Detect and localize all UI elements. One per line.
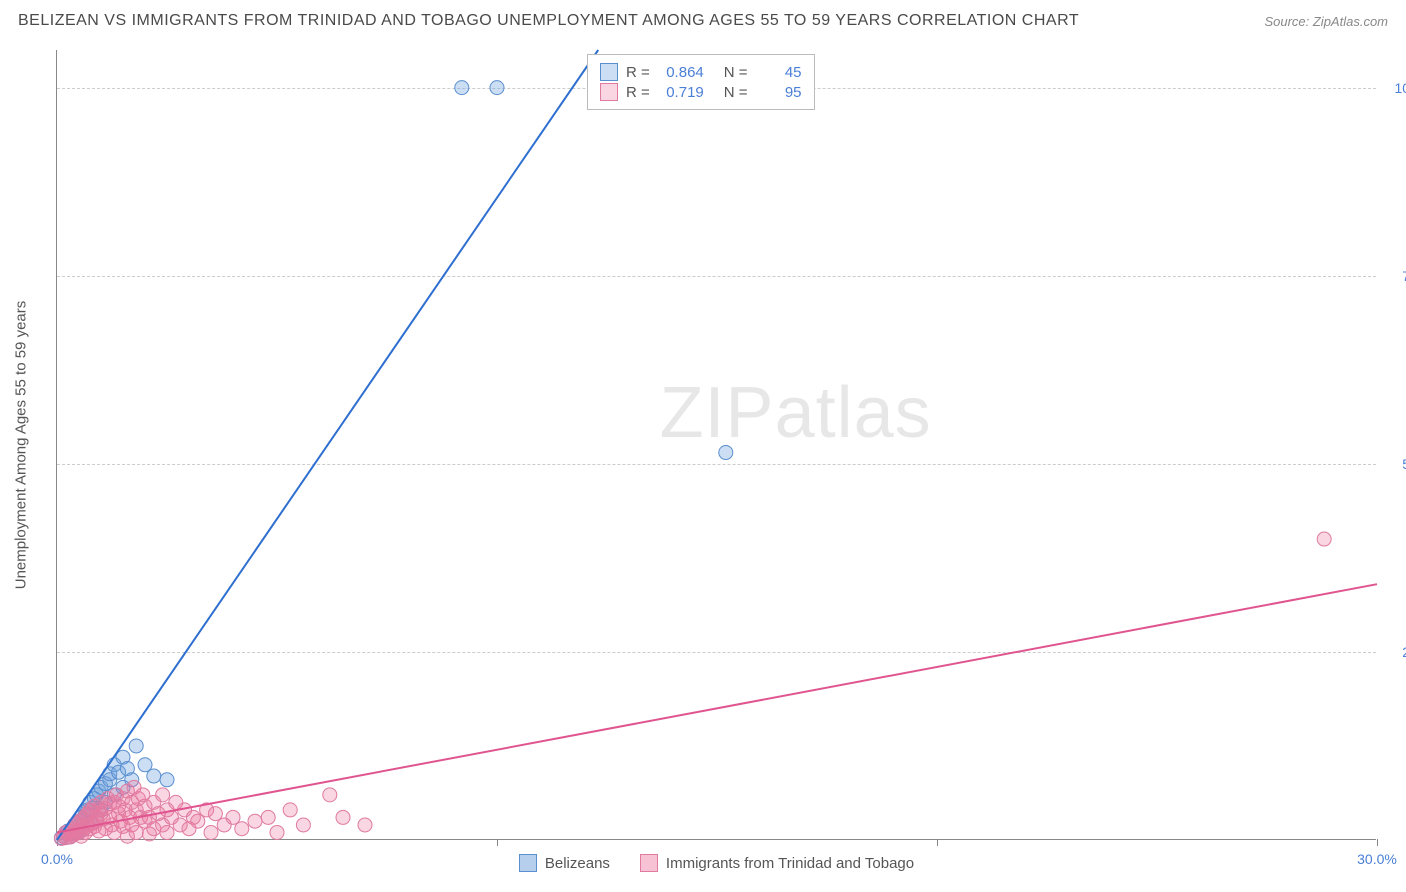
series-swatch bbox=[600, 83, 618, 101]
stat-n-label: N = bbox=[724, 64, 748, 81]
data-point bbox=[358, 818, 372, 832]
x-tick bbox=[1377, 839, 1378, 846]
title-bar: BELIZEAN VS IMMIGRANTS FROM TRINIDAD AND… bbox=[18, 12, 1388, 30]
chart-title: BELIZEAN VS IMMIGRANTS FROM TRINIDAD AND… bbox=[18, 12, 1079, 30]
data-point bbox=[490, 81, 504, 95]
data-point bbox=[248, 814, 262, 828]
trend-line bbox=[57, 584, 1377, 832]
data-point bbox=[283, 803, 297, 817]
stats-box: R = 0.864 N = 45 R = 0.719 N = 95 bbox=[587, 54, 815, 110]
stat-r-value: 0.719 bbox=[658, 84, 704, 101]
stat-n-value: 95 bbox=[756, 84, 802, 101]
stat-r-label: R = bbox=[626, 64, 650, 81]
data-point bbox=[129, 739, 143, 753]
legend-swatch bbox=[640, 854, 658, 872]
legend-swatch bbox=[519, 854, 537, 872]
data-point bbox=[147, 769, 161, 783]
trend-line bbox=[57, 50, 598, 840]
data-point bbox=[160, 825, 174, 839]
y-axis-label: Unemployment Among Ages 55 to 59 years bbox=[13, 300, 30, 589]
stats-row: R = 0.864 N = 45 bbox=[600, 63, 802, 81]
data-point bbox=[336, 810, 350, 824]
y-tick-label: 50.0% bbox=[1382, 456, 1406, 472]
scatter-svg bbox=[57, 50, 1376, 839]
legend-label: Belizeans bbox=[545, 855, 610, 872]
data-point bbox=[296, 818, 310, 832]
data-point bbox=[323, 788, 337, 802]
data-point bbox=[1317, 532, 1331, 546]
x-tick bbox=[937, 839, 938, 846]
data-point bbox=[235, 822, 249, 836]
stat-n-value: 45 bbox=[756, 64, 802, 81]
data-point bbox=[455, 81, 469, 95]
data-point bbox=[270, 825, 284, 839]
data-point bbox=[261, 810, 275, 824]
x-tick bbox=[497, 839, 498, 846]
legend-item: Belizeans bbox=[519, 854, 610, 872]
series-swatch bbox=[600, 63, 618, 81]
y-tick-label: 75.0% bbox=[1382, 268, 1406, 284]
stat-n-label: N = bbox=[724, 84, 748, 101]
y-tick-label: 100.0% bbox=[1382, 80, 1406, 96]
stat-r-label: R = bbox=[626, 84, 650, 101]
data-point bbox=[160, 773, 174, 787]
stats-row: R = 0.719 N = 95 bbox=[600, 83, 802, 101]
data-point bbox=[204, 825, 218, 839]
legend-item: Immigrants from Trinidad and Tobago bbox=[640, 854, 914, 872]
bottom-legend: Belizeans Immigrants from Trinidad and To… bbox=[57, 854, 1376, 872]
stat-r-value: 0.864 bbox=[658, 64, 704, 81]
data-point bbox=[719, 446, 733, 460]
source-label: Source: ZipAtlas.com bbox=[1264, 14, 1388, 29]
legend-label: Immigrants from Trinidad and Tobago bbox=[666, 855, 914, 872]
plot-area: Unemployment Among Ages 55 to 59 years 2… bbox=[56, 50, 1376, 840]
y-tick-label: 25.0% bbox=[1382, 644, 1406, 660]
data-point bbox=[156, 788, 170, 802]
